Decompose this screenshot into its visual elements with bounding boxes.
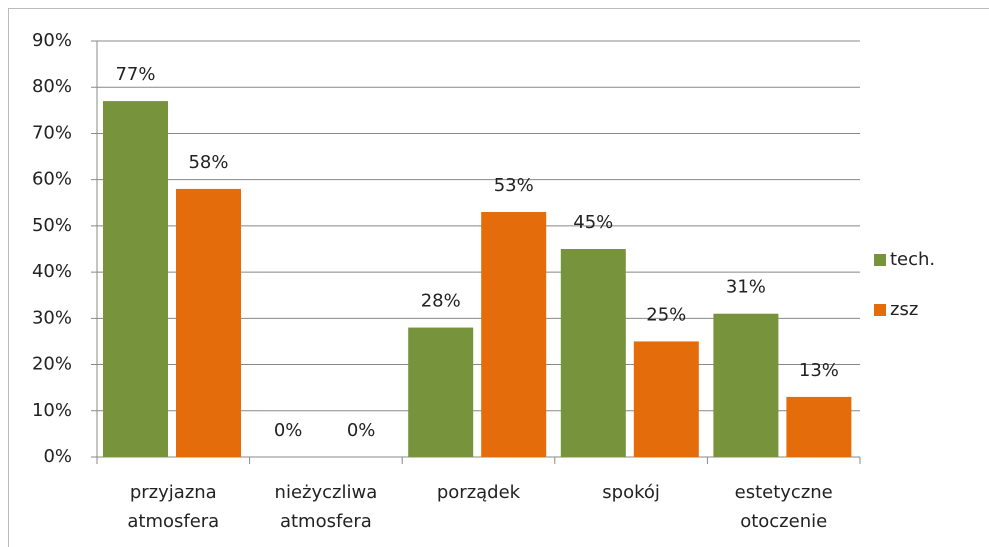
y-tick-label: 60% bbox=[32, 169, 72, 190]
legend-label: tech. bbox=[890, 249, 935, 270]
legend-swatch bbox=[874, 304, 886, 316]
y-tick-label: 30% bbox=[32, 307, 72, 328]
data-label: 77% bbox=[115, 64, 155, 85]
bar bbox=[103, 101, 168, 457]
y-tick-label: 20% bbox=[32, 354, 72, 375]
y-tick-label: 80% bbox=[32, 76, 72, 97]
y-tick-label: 0% bbox=[43, 446, 72, 467]
legend-swatch bbox=[874, 254, 886, 266]
y-tick-label: 40% bbox=[32, 261, 72, 282]
data-label: 0% bbox=[274, 420, 303, 441]
bar bbox=[786, 396, 852, 457]
x-tick-label: estetyczne otoczenie bbox=[734, 482, 833, 532]
legend-label: zsz bbox=[890, 299, 918, 320]
data-label: 25% bbox=[646, 304, 686, 325]
y-tick-label: 10% bbox=[32, 400, 72, 421]
bar bbox=[408, 327, 474, 457]
data-label: 58% bbox=[188, 152, 228, 173]
bar bbox=[560, 249, 626, 457]
x-tick-label: porządek bbox=[436, 482, 521, 503]
y-tick-label: 90% bbox=[32, 30, 72, 51]
data-label: 0% bbox=[347, 420, 376, 441]
data-label: 45% bbox=[573, 212, 613, 233]
x-tick-label: przyjazna atmosfera bbox=[127, 482, 220, 532]
y-tick-label: 70% bbox=[32, 122, 72, 143]
bar bbox=[633, 341, 699, 457]
data-label: 13% bbox=[799, 360, 839, 381]
data-label: 53% bbox=[494, 175, 534, 196]
bar bbox=[713, 313, 779, 457]
y-tick-label: 50% bbox=[32, 215, 72, 236]
chart-frame bbox=[8, 8, 989, 547]
x-tick-label: nieżyczliwa atmosfera bbox=[274, 482, 378, 532]
bar bbox=[176, 188, 241, 457]
bar bbox=[481, 212, 547, 457]
x-tick-label: spokój bbox=[602, 482, 660, 503]
data-label: 31% bbox=[726, 277, 766, 298]
data-label: 28% bbox=[421, 291, 461, 312]
